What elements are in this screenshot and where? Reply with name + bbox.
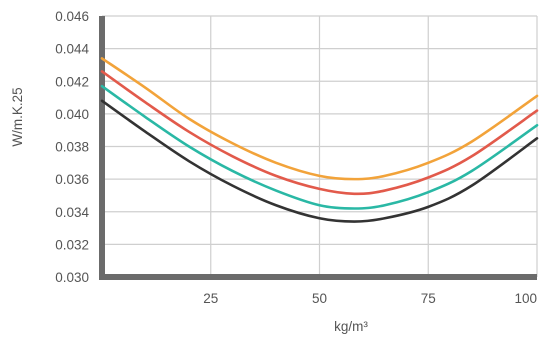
series-line-3 — [100, 84, 539, 210]
y-axis-title: W/m.K.25 — [10, 87, 25, 146]
series-line-2 — [100, 70, 539, 196]
y-tick-label: 0.032 — [55, 237, 89, 252]
x-tick-labels: 25 50 75 100 — [203, 291, 537, 306]
y-tick-label: 0.030 — [55, 270, 89, 285]
y-tick-label: 0.038 — [55, 140, 89, 155]
x-axis-title: kg/m³ — [334, 319, 368, 334]
series-line-1 — [100, 57, 539, 181]
y-tick-label: 0.036 — [55, 172, 89, 187]
series-lines — [100, 57, 539, 223]
series-line-4 — [100, 99, 539, 223]
x-tick-label: 50 — [312, 291, 327, 306]
y-tick-labels: 0.030 0.032 0.034 0.036 0.038 0.040 0.042 0.044… — [55, 9, 89, 285]
y-tick-label: 0.034 — [55, 205, 89, 220]
y-tick-label: 0.046 — [55, 9, 89, 24]
y-tick-label: 0.044 — [55, 42, 89, 57]
x-tick-label: 75 — [421, 291, 436, 306]
y-tick-label: 0.040 — [55, 107, 89, 122]
axis-frame — [99, 16, 537, 280]
grid-lines — [102, 15, 538, 277]
x-tick-label: 100 — [514, 291, 537, 306]
x-tick-label: 25 — [203, 291, 218, 306]
y-tick-label: 0.042 — [55, 74, 89, 89]
